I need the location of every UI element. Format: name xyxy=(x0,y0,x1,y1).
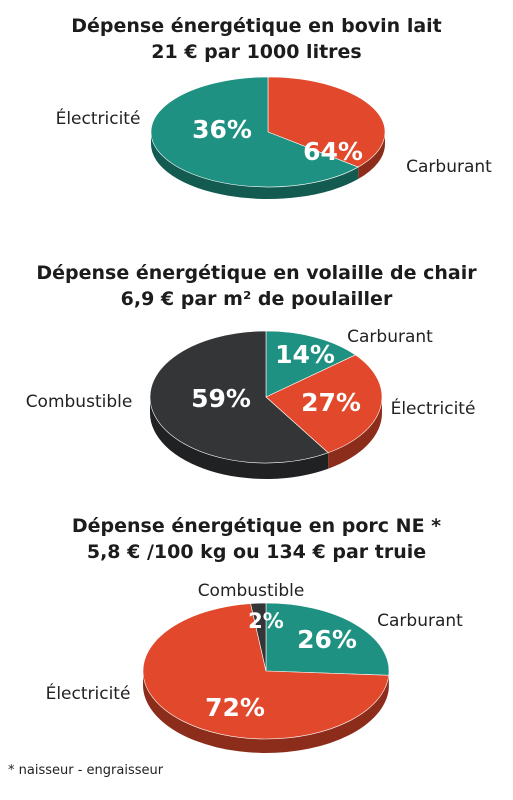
slice-side-wall xyxy=(151,132,359,200)
slice-side-wall xyxy=(328,397,382,469)
pie-chart-bovin-lait: Dépense énergétique en bovin lait 21 € p… xyxy=(0,0,513,240)
slice-label-electricite: Électricité xyxy=(391,397,476,419)
pie-slice-carburant xyxy=(265,330,356,398)
chart-title-line: Dépense énergétique en volaille de chair xyxy=(36,262,477,284)
pie-slice-carburant xyxy=(150,76,359,188)
slice-label-combustible: Combustible xyxy=(198,581,305,601)
slice-value-carburant: 14% xyxy=(275,340,335,369)
chart-title-line: Dépense énergétique en porc NE * xyxy=(71,515,442,537)
pie-svg: Électricité Carburant 36% 64% xyxy=(56,76,492,200)
slice-side-wall xyxy=(143,671,389,753)
slice-value-carburant: 64% xyxy=(303,137,363,166)
chart-title: Dépense énergétique en volaille de chair… xyxy=(0,260,513,312)
pie-chart-porc: Dépense énergétique en porc NE * 5,8 € /… xyxy=(0,505,513,760)
slice-value-electricite: 36% xyxy=(192,115,252,144)
chart-subtitle: 6,9 € par m² de poulailler xyxy=(120,288,393,310)
slice-label-carburant: Carburant xyxy=(406,157,492,177)
chart-title: Dépense énergétique en porc NE * 5,8 € /… xyxy=(0,513,513,565)
slice-value-combustible: 59% xyxy=(191,384,251,413)
pie-slice-electricite xyxy=(265,354,383,454)
slice-label-combustible: Combustible xyxy=(26,392,133,412)
slice-value-carburant: 26% xyxy=(297,625,357,654)
slice-label-carburant: Carburant xyxy=(377,611,463,631)
pie-slice-combustible xyxy=(149,330,329,464)
slice-label-electricite: Électricité xyxy=(46,682,131,704)
slice-value-combustible: 2% xyxy=(248,609,284,633)
slice-side-wall xyxy=(358,132,385,180)
pie-svg: Carburant Électricité Combustible 26% 72… xyxy=(46,581,463,753)
pie-chart-volaille: Dépense énergétique en volaille de chair… xyxy=(0,250,513,490)
slice-value-electricite: 72% xyxy=(205,693,265,722)
slice-label-electricite: Électricité xyxy=(56,107,141,129)
pie-svg: Carburant Électricité Combustible 14% 27… xyxy=(26,327,476,479)
chart-subtitle: 5,8 € /100 kg ou 134 € par truie xyxy=(86,541,427,563)
pie-slice-electricite xyxy=(142,603,390,740)
slice-label-carburant: Carburant xyxy=(347,327,433,347)
pie-slice-electricite xyxy=(267,76,386,168)
pie-slice-combustible xyxy=(250,602,267,672)
chart-title: Dépense énergétique en bovin lait 21 € p… xyxy=(0,13,513,65)
pie-slice-carburant xyxy=(265,602,390,676)
chart-title-line: Dépense énergétique en bovin lait xyxy=(71,15,442,37)
chart-subtitle: 21 € par 1000 litres xyxy=(151,41,362,63)
slice-value-electricite: 27% xyxy=(301,388,361,417)
footnote: * naisseur - engraisseur xyxy=(8,763,164,778)
slice-side-wall xyxy=(150,397,329,479)
